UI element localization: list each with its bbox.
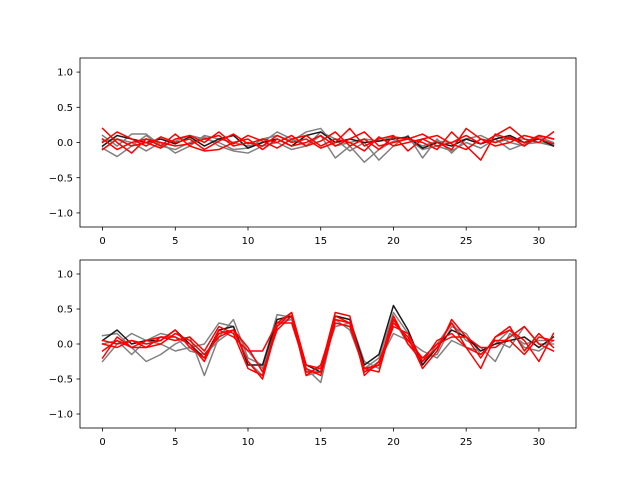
x-tick-label: 0 [99,437,105,448]
y-tick-label: −1.0 [49,410,73,421]
x-tick-label: 20 [387,437,400,448]
x-tick-label: 25 [460,437,473,448]
bottom-subplot: 0 5 10 15 20 25 30 −1.0 −0.5 0.0 0.5 1.0 [49,259,577,448]
y-tick-label: −0.5 [49,375,73,386]
x-tick-label: 5 [172,236,178,247]
y-tick-label: 1.0 [57,270,73,281]
y-tick-label: 0.5 [57,305,73,316]
y-tick-label: −0.5 [49,173,73,184]
y-tick-label: 0.5 [57,103,73,114]
x-tick-label: 20 [387,236,400,247]
x-tick-label: 25 [460,236,473,247]
x-tick-label: 30 [533,236,546,247]
x-tick-label: 0 [99,236,105,247]
x-tick-label: 10 [242,437,255,448]
y-tick-label: 0.0 [57,340,73,351]
y-tick-label: 0.0 [57,138,73,149]
series-line-6 [101,127,555,152]
series-line-5 [101,131,555,161]
x-tick-label: 15 [314,437,327,448]
series-line-1 [101,134,555,163]
x-tick-label: 15 [314,236,327,247]
x-tick-label: 5 [172,437,178,448]
series-line-7 [101,322,555,377]
series-line-4 [101,126,555,154]
x-tick-label: 10 [242,236,255,247]
y-tick-label: −1.0 [49,209,73,220]
series-lines [101,126,555,163]
series-lines [101,304,555,384]
series-line-6 [101,315,555,377]
x-tick-label: 30 [533,437,546,448]
series-line-7 [101,131,555,152]
top-subplot: 0 5 10 15 20 25 30 −1.0 −0.5 0.0 0.5 1.0 [49,57,577,247]
y-tick-label: 1.0 [57,68,73,79]
